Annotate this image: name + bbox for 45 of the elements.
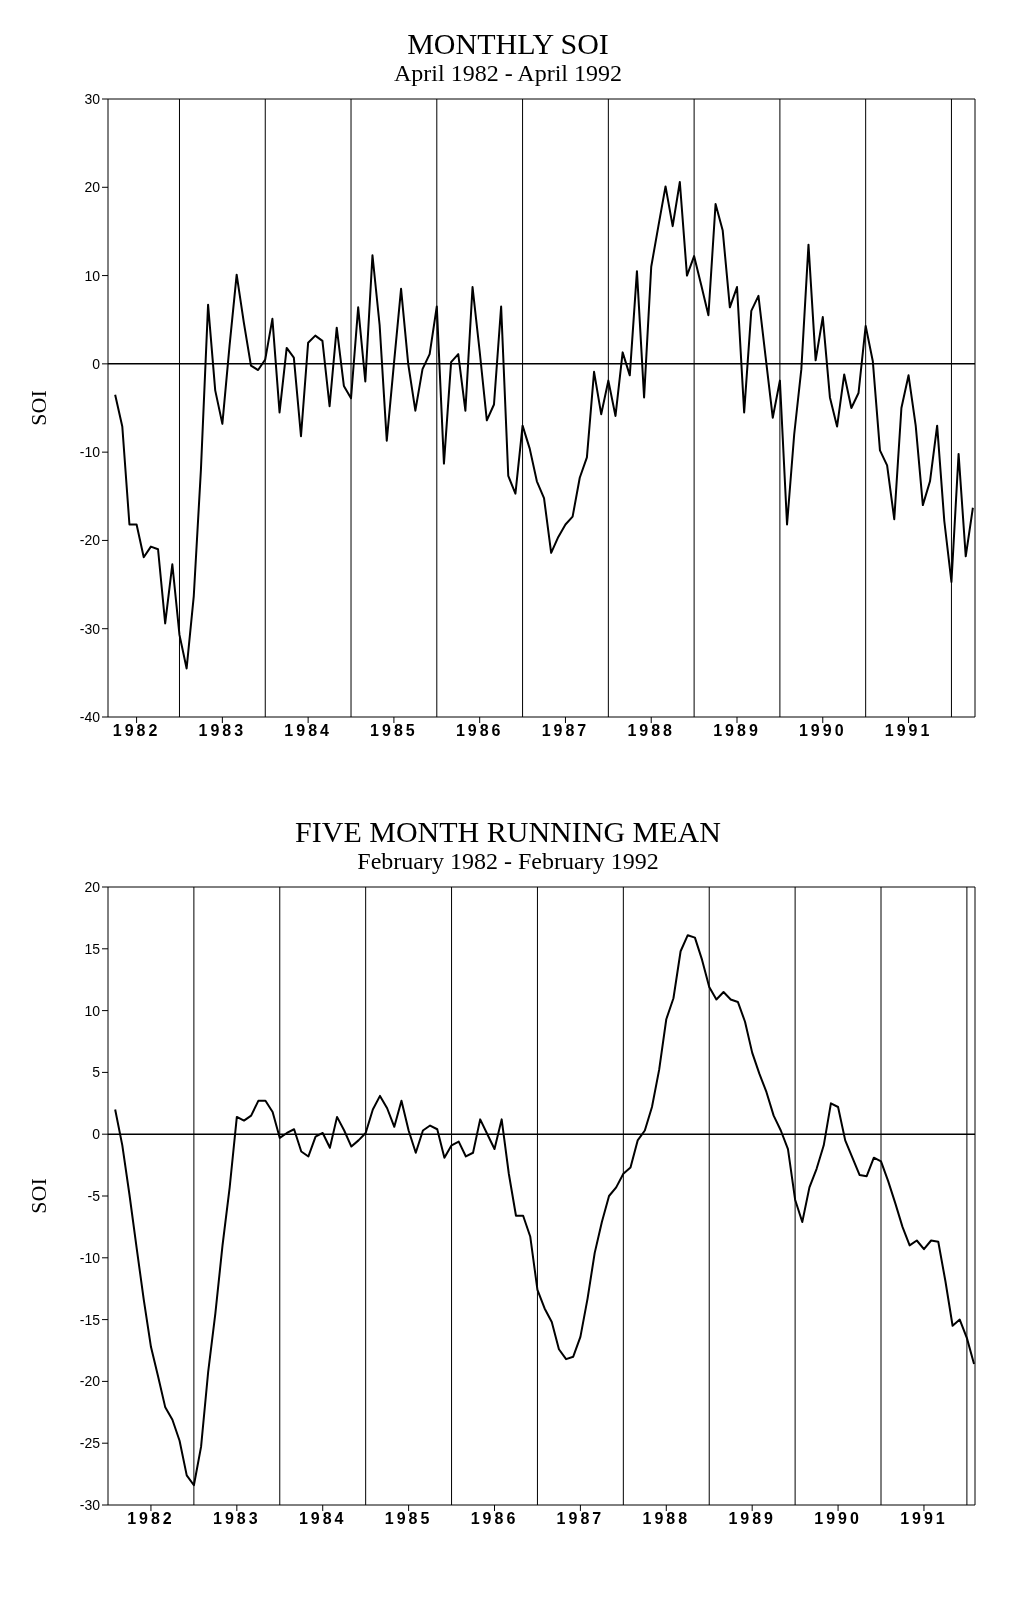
y-tick-label: 20 (84, 179, 101, 196)
y-tick-label: -10 (79, 444, 101, 461)
y-tick-label: 0 (92, 355, 101, 372)
x-tick-label: 1984 (284, 722, 332, 740)
x-tick-label: 1985 (384, 1510, 433, 1528)
x-tick-label: 1983 (198, 722, 247, 740)
x-tick-label: 1991 (900, 1510, 948, 1528)
x-tick-label: 1988 (627, 722, 676, 740)
x-tick-label: 1987 (556, 1510, 605, 1528)
x-tick-label: 1983 (213, 1510, 261, 1528)
y-tick-label: 10 (84, 1002, 101, 1019)
chart-title: FIVE MONTH RUNNING MEAN (294, 815, 722, 848)
x-tick-label: 1984 (298, 1510, 347, 1528)
x-tick-label: 1986 (470, 1510, 519, 1528)
y-tick-label: -30 (79, 1496, 101, 1513)
y-tick-label: 5 (92, 1064, 101, 1081)
y-tick-label: 10 (84, 267, 101, 284)
y-tick-label: -25 (79, 1435, 101, 1452)
y-tick-label: 15 (84, 940, 101, 957)
y-tick-label: -20 (79, 532, 101, 549)
x-tick-label: 1991 (884, 722, 933, 740)
x-tick-label: 1989 (713, 722, 761, 740)
x-tick-label: 1990 (814, 1510, 862, 1528)
chart-subtitle: April 1982 - April 1992 (393, 60, 623, 86)
y-tick-label: -30 (79, 620, 101, 637)
x-tick-label: 1982 (127, 1510, 175, 1528)
x-tick-label: 1990 (798, 722, 847, 740)
y-tick-label: 20 (84, 878, 101, 895)
y-axis-title: SOI (25, 1178, 51, 1214)
chart-title: MONTHLY SOI (406, 27, 610, 60)
x-tick-label: 1989 (728, 1510, 776, 1528)
x-tick-label: 1987 (541, 722, 590, 740)
x-tick-label: 1985 (370, 722, 418, 740)
y-axis-title: SOI (25, 390, 51, 426)
x-tick-label: 1982 (112, 722, 161, 740)
y-tick-label: -10 (79, 1249, 101, 1266)
y-tick-label: -5 (87, 1187, 101, 1204)
y-tick-label: -15 (79, 1311, 101, 1328)
y-tick-label: -20 (79, 1373, 101, 1390)
y-tick-label: -40 (79, 708, 101, 725)
y-tick-label: 30 (84, 90, 101, 107)
x-tick-label: 1988 (642, 1510, 691, 1528)
chart-subtitle: February 1982 - February 1992 (356, 848, 660, 874)
y-tick-label: 0 (92, 1126, 101, 1143)
x-tick-label: 1986 (455, 722, 504, 740)
